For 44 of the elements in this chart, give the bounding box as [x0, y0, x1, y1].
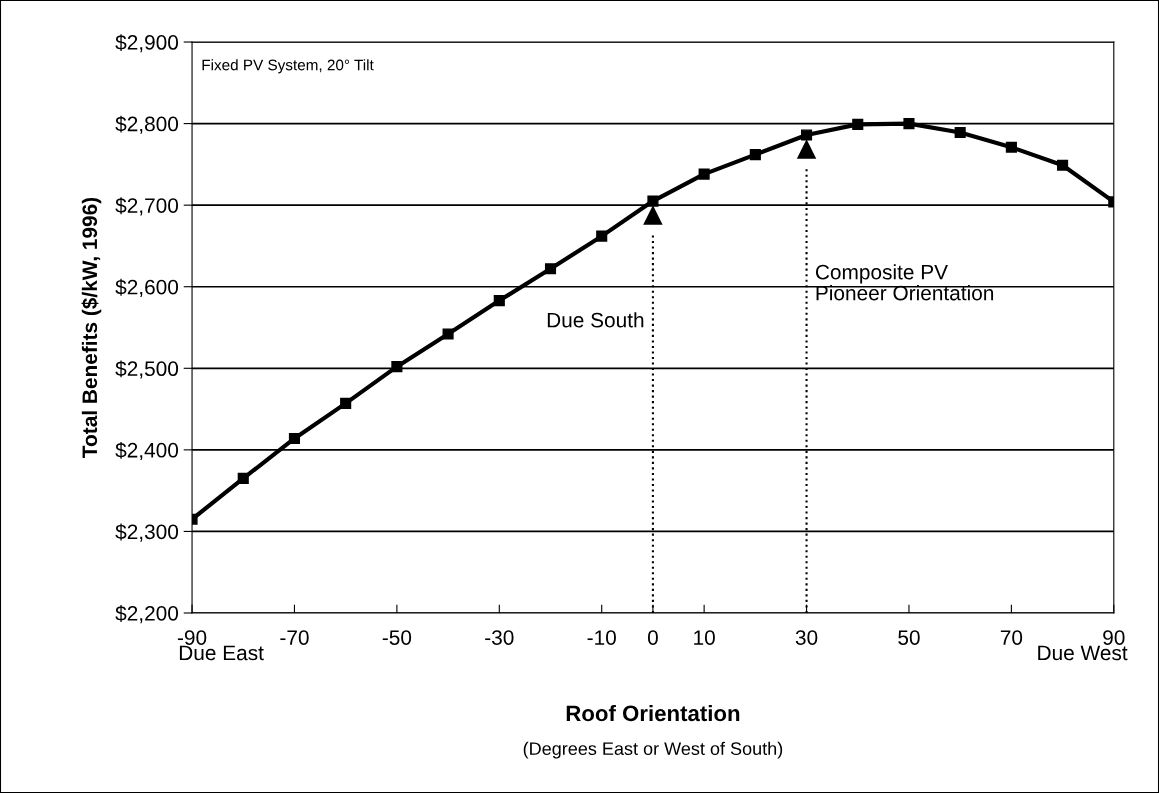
x-tick-label: -90 [177, 630, 207, 645]
y-tick-label: $2,700 [115, 197, 179, 216]
annotation: Fixed PV System, 20° Tilt [202, 59, 374, 74]
y-tick-label: $2,600 [115, 278, 179, 297]
y-tick-label: $2,400 [115, 441, 179, 461]
point [698, 168, 710, 180]
x-tick-label: 50 [898, 630, 920, 645]
y-tick-label: $2,300 [115, 523, 179, 542]
text: Due West [1038, 645, 1128, 661]
y-axis-title: Total Benefits ($/kW, 1996) [81, 197, 102, 458]
point [954, 127, 966, 139]
y-tick-label: $2,500 [115, 360, 179, 379]
x-tick-label: 90 [1103, 630, 1125, 645]
point [903, 118, 915, 130]
y-tick-label: $2,800 [115, 115, 179, 134]
x-tick-label: 30 [795, 630, 818, 645]
x-tick-label: 70 [1000, 630, 1023, 645]
point [391, 361, 403, 373]
point [340, 397, 352, 409]
point [1005, 141, 1017, 153]
x-tick-label: -50 [382, 630, 412, 645]
x-tick-label: -70 [280, 630, 309, 645]
point [852, 118, 864, 130]
x-axis-title: Roof Orientation [566, 704, 740, 722]
text: (Degrees East or West of South) [523, 741, 783, 759]
text: Due East [179, 645, 264, 661]
point [237, 472, 249, 484]
point [800, 129, 813, 141]
y-tick-label: $2,200 [115, 605, 179, 624]
point [288, 432, 301, 444]
point [493, 295, 505, 307]
point [1057, 159, 1069, 171]
y-tick-label: $2,900 [115, 34, 179, 53]
ref-line-label: Composite PV Pioneer Orientation [815, 264, 994, 301]
point [442, 328, 454, 340]
x-tick-label: -30 [485, 630, 514, 645]
x-tick-label: -10 [587, 630, 616, 645]
x-tick-label: 10 [694, 630, 715, 645]
point [647, 195, 659, 207]
point [544, 263, 557, 275]
point [596, 230, 608, 242]
ref-line-label: Due South [547, 312, 644, 328]
point [749, 149, 761, 161]
x-tick-label: 0 [647, 630, 658, 645]
